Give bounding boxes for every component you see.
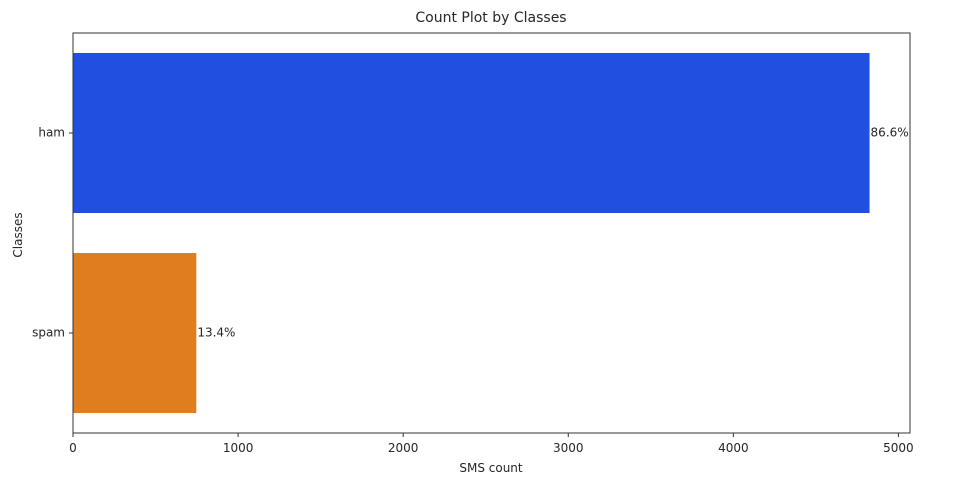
y-axis-ticks: ham spam: [32, 126, 73, 340]
x-tick-label-5000: 5000: [883, 441, 914, 455]
x-tick-label-1000: 1000: [223, 441, 254, 455]
bars-layer: [73, 53, 870, 413]
bar-ham: [73, 53, 870, 213]
x-tick-label-0: 0: [69, 441, 77, 455]
x-axis-label: SMS count: [459, 461, 523, 475]
bar-spam: [73, 253, 197, 413]
y-axis-label: Classes: [11, 212, 25, 257]
x-tick-label-4000: 4000: [718, 441, 749, 455]
y-tick-label-ham: ham: [38, 126, 65, 140]
plot-frame: [72, 32, 911, 434]
data-labels-layer: 86.6% 13.4%: [197, 126, 908, 340]
data-label-spam: 13.4%: [197, 326, 235, 340]
y-tick-label-spam: spam: [32, 326, 65, 340]
x-tick-label-3000: 3000: [553, 441, 584, 455]
x-axis-ticks: 0 1000 2000 3000 4000 5000: [69, 433, 914, 455]
chart-title: Count Plot by Classes: [415, 10, 566, 26]
data-label-ham: 86.6%: [871, 126, 909, 140]
x-tick-label-2000: 2000: [388, 441, 419, 455]
